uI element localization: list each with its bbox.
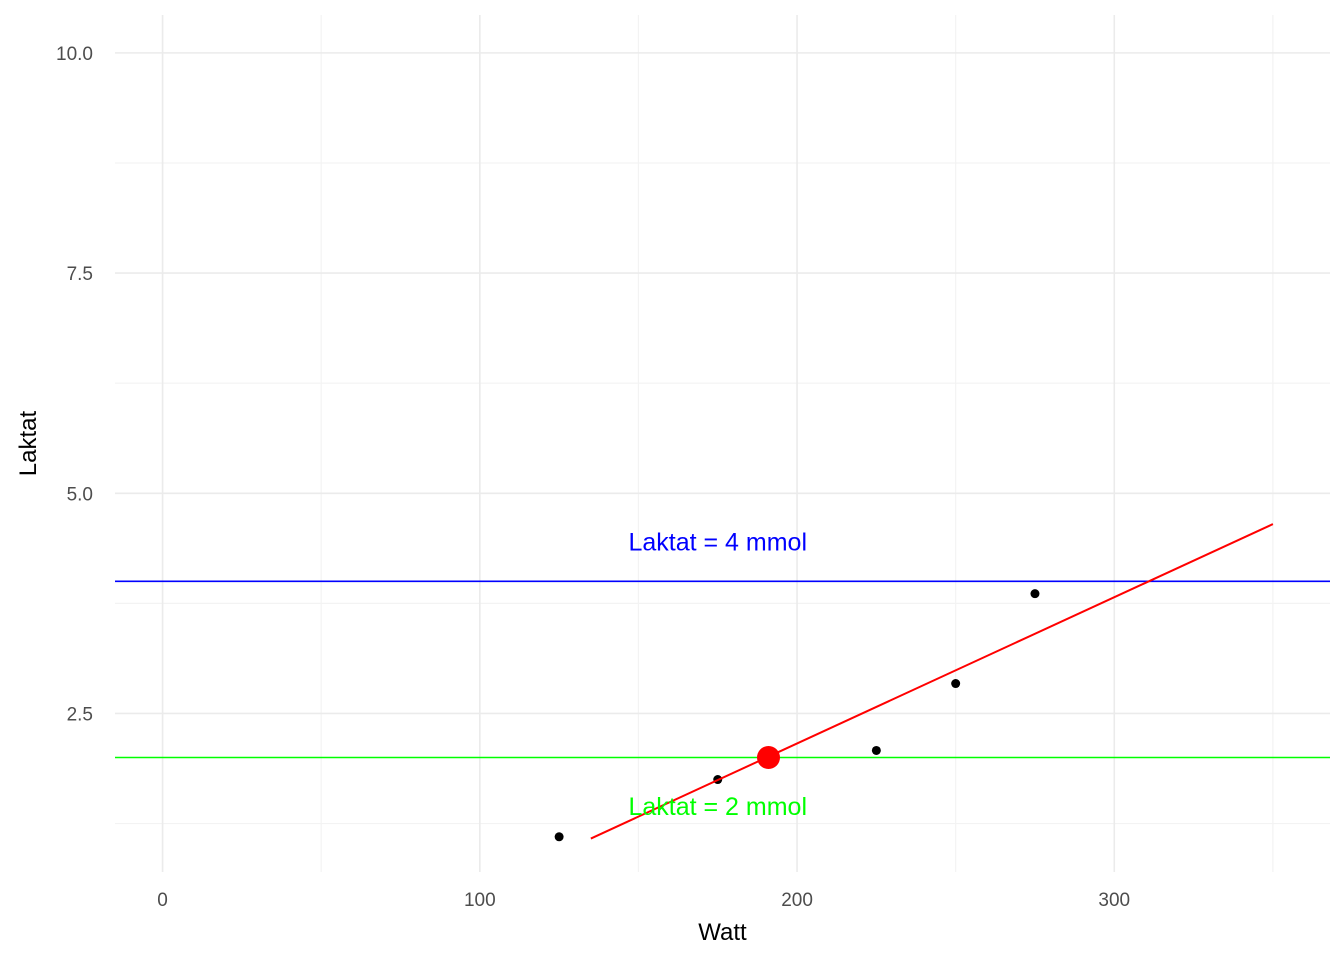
minor-gridlines — [115, 15, 1330, 872]
hline-label-4-mmol: Laktat = 4 mmol — [628, 529, 807, 557]
data-point — [871, 745, 881, 755]
annotations: Laktat = 4 mmol Laktat = 2 mmol — [628, 529, 807, 821]
threshold-point — [756, 745, 780, 769]
x-axis-ticks: 0 100 200 300 — [157, 890, 1130, 911]
y-tick-label: 10.0 — [56, 44, 93, 65]
y-axis-ticks: 2.5 5.0 7.5 10.0 — [56, 44, 93, 726]
y-tick-label: 7.5 — [67, 264, 93, 285]
major-gridlines — [115, 15, 1330, 872]
x-tick-label: 300 — [1098, 890, 1130, 911]
x-tick-label: 200 — [781, 890, 813, 911]
x-axis-title: Watt — [698, 919, 747, 946]
hline-label-2-mmol: Laktat = 2 mmol — [628, 793, 807, 821]
data-series — [554, 523, 1274, 842]
data-point — [554, 832, 564, 842]
y-tick-label: 2.5 — [67, 704, 93, 725]
x-tick-label: 0 — [157, 890, 168, 911]
regression-line — [590, 523, 1274, 840]
y-axis-title: Laktat — [15, 410, 42, 476]
y-tick-label: 5.0 — [67, 484, 93, 505]
data-point — [1030, 589, 1040, 599]
x-tick-label: 100 — [464, 890, 496, 911]
data-point — [951, 679, 961, 689]
reference-lines — [115, 580, 1330, 759]
